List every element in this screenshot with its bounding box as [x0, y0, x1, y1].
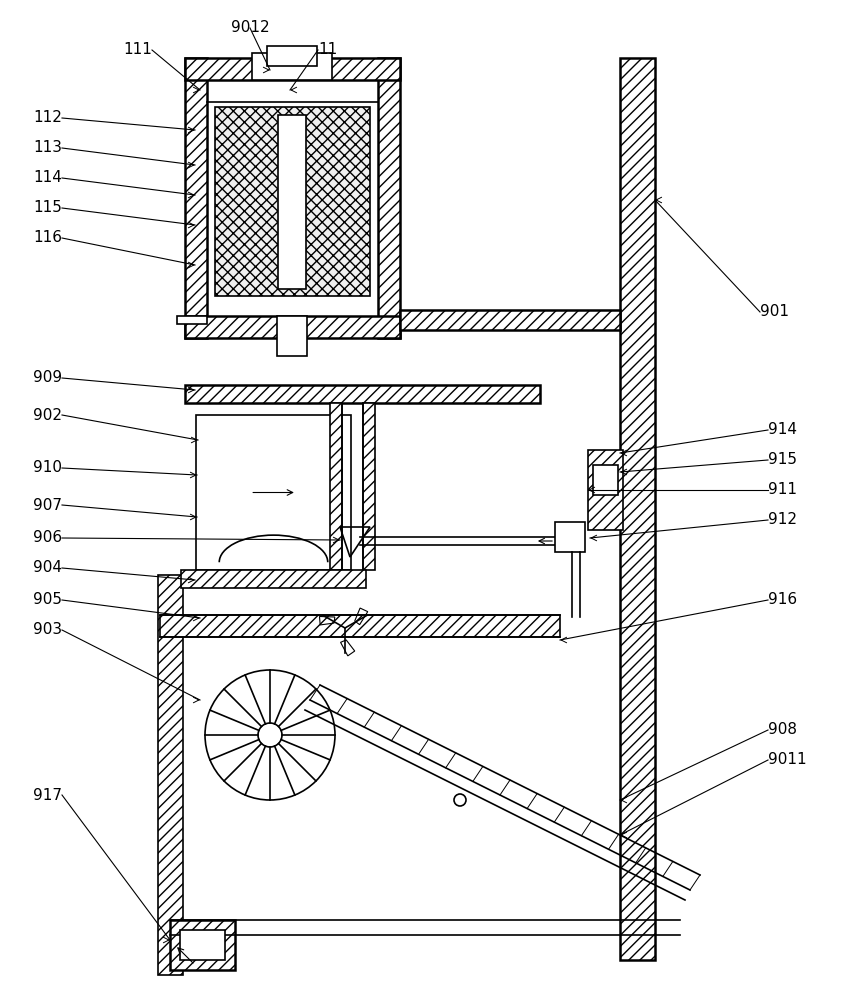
Bar — [177, 316, 207, 324]
Text: 9012: 9012 — [231, 20, 270, 35]
Text: 902: 902 — [33, 408, 62, 422]
Text: 114: 114 — [34, 170, 62, 186]
Bar — [277, 316, 307, 356]
Bar — [185, 58, 207, 338]
Bar — [160, 615, 560, 637]
Bar — [330, 403, 342, 570]
Text: 909: 909 — [33, 370, 62, 385]
Bar — [170, 920, 235, 970]
Bar — [278, 115, 306, 289]
Bar — [180, 930, 225, 960]
Bar — [267, 46, 317, 66]
Bar — [181, 570, 366, 588]
Text: 915: 915 — [768, 452, 797, 468]
Bar — [196, 415, 351, 570]
Bar — [620, 58, 655, 960]
Text: 907: 907 — [33, 497, 62, 512]
Bar — [215, 107, 370, 296]
Text: 917: 917 — [33, 788, 62, 802]
Text: 910: 910 — [33, 460, 62, 476]
Bar — [400, 310, 620, 320]
Text: 905: 905 — [33, 592, 62, 607]
Bar — [588, 450, 623, 530]
Bar — [593, 465, 618, 495]
Text: 11: 11 — [318, 42, 338, 57]
Text: 916: 916 — [768, 592, 797, 607]
Text: 116: 116 — [33, 231, 62, 245]
Text: 904: 904 — [33, 560, 62, 576]
Text: 912: 912 — [768, 512, 797, 528]
Text: 111: 111 — [123, 42, 152, 57]
Bar — [400, 310, 620, 330]
Bar — [252, 53, 332, 80]
Text: 906: 906 — [33, 530, 62, 546]
Text: 908: 908 — [768, 722, 797, 738]
Text: 914: 914 — [768, 422, 797, 438]
Text: 901: 901 — [760, 304, 789, 320]
Bar — [158, 575, 183, 975]
Text: 9011: 9011 — [768, 752, 807, 768]
Bar — [185, 385, 540, 403]
Bar — [185, 58, 400, 80]
Text: 911: 911 — [768, 483, 797, 497]
Bar — [378, 58, 400, 338]
Bar — [555, 522, 585, 552]
Text: 903: 903 — [33, 622, 62, 638]
Text: 113: 113 — [33, 140, 62, 155]
Bar — [185, 316, 400, 338]
Text: 112: 112 — [34, 110, 62, 125]
Text: 115: 115 — [34, 200, 62, 216]
Bar — [363, 403, 375, 570]
